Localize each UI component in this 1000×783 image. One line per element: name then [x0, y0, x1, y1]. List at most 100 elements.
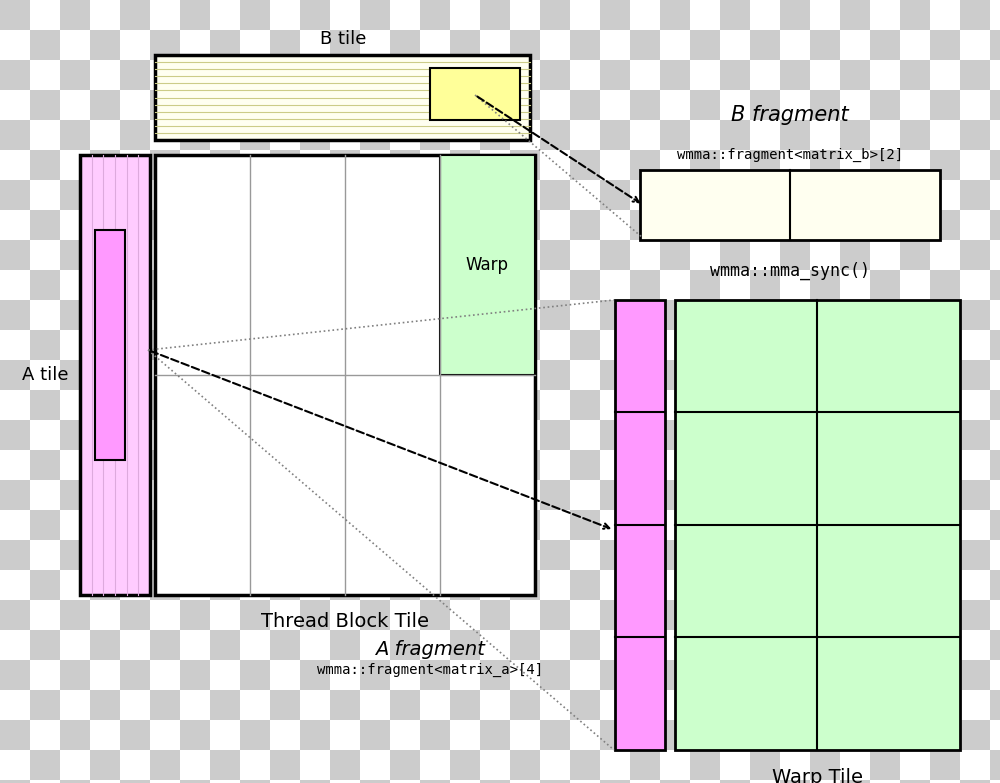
Bar — [630, 390, 660, 420]
Text: Thread Block Tile: Thread Block Tile — [261, 612, 429, 631]
Bar — [330, 720, 360, 750]
Bar — [840, 450, 870, 480]
Bar — [90, 390, 120, 420]
Bar — [330, 690, 360, 720]
Bar — [120, 240, 150, 270]
Bar — [90, 240, 120, 270]
Bar — [660, 510, 690, 540]
Bar — [870, 330, 900, 360]
Bar — [390, 210, 420, 240]
Bar — [750, 0, 780, 30]
Bar — [30, 150, 60, 180]
Bar — [330, 510, 360, 540]
Bar — [420, 390, 450, 420]
Bar — [330, 60, 360, 90]
Bar — [420, 630, 450, 660]
Bar — [900, 660, 930, 690]
Bar — [750, 510, 780, 540]
Bar — [990, 720, 1000, 750]
Bar — [450, 30, 480, 60]
Bar — [300, 750, 330, 780]
Bar — [540, 750, 570, 780]
Bar — [600, 570, 630, 600]
Bar — [870, 660, 900, 690]
Bar — [630, 510, 660, 540]
Bar — [810, 390, 840, 420]
Bar — [870, 180, 900, 210]
Text: B fragment: B fragment — [731, 105, 849, 125]
Bar — [270, 180, 300, 210]
Bar — [510, 480, 540, 510]
Bar — [960, 690, 990, 720]
Bar — [60, 150, 90, 180]
Bar — [780, 690, 810, 720]
Bar — [180, 0, 210, 30]
Bar — [540, 360, 570, 390]
Bar — [390, 690, 420, 720]
Bar — [720, 0, 750, 30]
Bar — [240, 510, 270, 540]
Bar — [120, 750, 150, 780]
Bar — [120, 420, 150, 450]
Bar — [540, 180, 570, 210]
Bar — [990, 750, 1000, 780]
Bar — [900, 780, 930, 783]
Bar — [210, 150, 240, 180]
Bar — [360, 360, 390, 390]
Bar — [570, 210, 600, 240]
Bar — [600, 240, 630, 270]
Bar — [990, 360, 1000, 390]
Bar — [120, 570, 150, 600]
Bar — [930, 150, 960, 180]
Bar — [390, 120, 420, 150]
Bar — [300, 120, 330, 150]
Bar — [600, 600, 630, 630]
Bar — [60, 450, 90, 480]
Bar — [210, 390, 240, 420]
Bar — [330, 570, 360, 600]
Bar — [540, 780, 570, 783]
Bar — [450, 270, 480, 300]
Bar — [930, 90, 960, 120]
Bar — [810, 510, 840, 540]
Bar — [720, 270, 750, 300]
Bar — [990, 660, 1000, 690]
Bar — [150, 540, 180, 570]
Bar — [840, 690, 870, 720]
Bar — [840, 330, 870, 360]
Bar — [450, 600, 480, 630]
Bar — [0, 120, 30, 150]
Bar — [750, 750, 780, 780]
Bar — [120, 180, 150, 210]
Bar — [600, 480, 630, 510]
Bar — [810, 330, 840, 360]
Bar — [390, 60, 420, 90]
Bar — [90, 600, 120, 630]
Bar — [660, 240, 690, 270]
Bar — [930, 750, 960, 780]
Bar — [750, 90, 780, 120]
Bar — [900, 630, 930, 660]
Bar — [0, 750, 30, 780]
Bar — [210, 570, 240, 600]
Bar — [210, 480, 240, 510]
Bar — [990, 0, 1000, 30]
Bar — [810, 270, 840, 300]
Bar — [300, 90, 330, 120]
Bar — [540, 420, 570, 450]
Bar — [630, 90, 660, 120]
Bar — [330, 600, 360, 630]
Bar — [510, 420, 540, 450]
Bar — [180, 60, 210, 90]
Bar — [90, 180, 120, 210]
Bar — [630, 330, 660, 360]
Bar — [960, 330, 990, 360]
Bar — [120, 600, 150, 630]
Bar — [210, 330, 240, 360]
Bar — [480, 390, 510, 420]
Bar — [870, 240, 900, 270]
Bar — [120, 30, 150, 60]
Bar — [0, 630, 30, 660]
Bar — [720, 90, 750, 120]
Bar — [180, 510, 210, 540]
